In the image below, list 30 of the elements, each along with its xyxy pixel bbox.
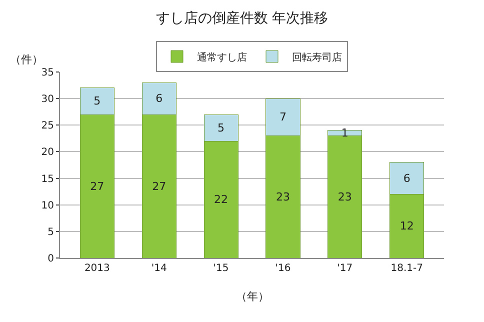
data-label: 5 — [218, 121, 225, 134]
y-axis-title: （件） — [10, 53, 43, 66]
data-label: 5 — [94, 94, 101, 108]
x-tick-label: '15 — [213, 263, 229, 274]
legend-label: 回転寿司店 — [292, 51, 342, 64]
data-label: 7 — [279, 110, 286, 124]
y-tick-label: 10 — [41, 200, 54, 212]
x-tick-label: 18.1-7 — [390, 263, 423, 274]
x-tick-label: '14 — [151, 263, 167, 274]
data-label: 27 — [152, 180, 166, 193]
x-tick-label: 2013 — [84, 263, 110, 274]
data-label: 23 — [276, 190, 290, 204]
y-tick-label: 15 — [41, 174, 54, 185]
y-tick-label: 25 — [41, 120, 54, 132]
chart-title: すし店の倒産件数 年次推移 — [156, 10, 328, 27]
data-label: 23 — [338, 190, 352, 204]
y-tick-label: 20 — [41, 147, 54, 158]
y-tick-label: 0 — [48, 254, 54, 264]
data-label: 6 — [403, 172, 410, 185]
x-tick-label: '16 — [275, 263, 291, 274]
x-axis-title: （年） — [236, 290, 269, 303]
data-label: 6 — [156, 92, 163, 106]
x-tick-label: '17 — [337, 263, 353, 274]
data-label: 27 — [90, 180, 104, 193]
y-tick-label: 30 — [41, 94, 54, 106]
data-label: 22 — [214, 193, 228, 206]
legend-label: 通常すし店 — [197, 51, 247, 64]
y-tick-label: 5 — [48, 226, 54, 238]
y-tick-label: 35 — [41, 68, 54, 78]
data-label: 12 — [400, 220, 414, 233]
